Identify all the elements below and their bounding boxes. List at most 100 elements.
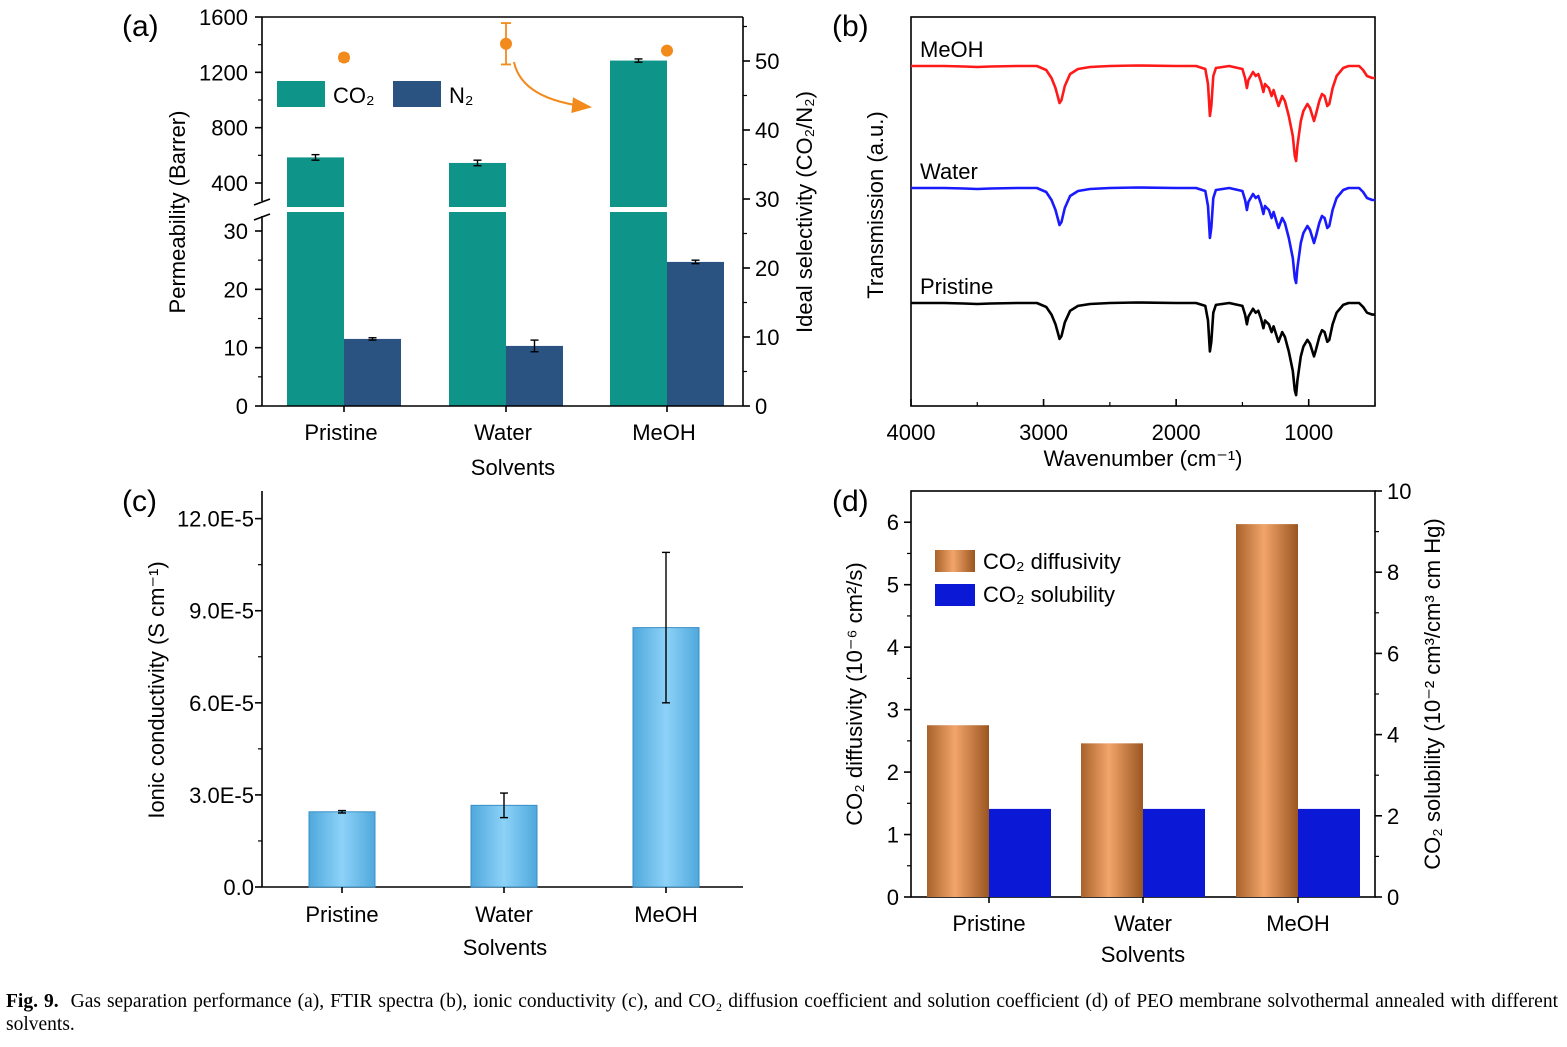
y-tick-label: 1200	[199, 60, 248, 85]
panel-label: (b)	[832, 10, 869, 43]
y-axis-title: Permeability (Barrer)	[165, 111, 190, 314]
error-bar-meoh	[662, 551, 670, 704]
bar-co2-meoh	[610, 60, 667, 406]
axis-break-mark	[253, 198, 271, 206]
bar-solubility-water	[1143, 808, 1205, 897]
y2-tick-label: 10	[1387, 479, 1411, 504]
legend-swatch-diffusivity	[935, 550, 975, 572]
y-tick-label: 30	[224, 219, 248, 244]
error-bar-water	[500, 792, 508, 819]
x-axis-title: Solvents	[463, 935, 547, 960]
selectivity-point-water	[500, 37, 512, 50]
x-tick-label: MeOH	[632, 420, 696, 445]
y-tick-label: 5	[887, 573, 899, 598]
y-tick-label: 1600	[199, 5, 248, 30]
legend-swatch-n2	[393, 81, 441, 107]
y-tick-label: 3	[887, 698, 899, 723]
y-tick-label: 1	[887, 823, 899, 848]
x-axis-title: Wavenumber (cm⁻¹)	[1043, 446, 1242, 471]
bar-co2-pristine	[287, 157, 344, 406]
y-tick-label: 12.0E-5	[177, 507, 254, 532]
y-axis-title: CO₂ diffusivity (10⁻⁶ cm²/s)	[842, 562, 867, 826]
spectrum-label-meoh: MeOH	[920, 37, 984, 62]
y-tick-label: 10	[224, 336, 248, 361]
y2-tick-label: 4	[1387, 723, 1399, 748]
spectrum-label-pristine: Pristine	[920, 274, 993, 299]
spectrum-label-water: Water	[920, 159, 978, 184]
error-bar-co2-water	[473, 159, 482, 167]
y2-tick-label: 0	[755, 394, 767, 419]
panel-label: (c)	[122, 485, 157, 518]
y-tick-label: 3.0E-5	[189, 783, 254, 808]
x-tick-label: Water	[474, 420, 532, 445]
error-bar-n2-meoh	[691, 259, 700, 265]
panel-d-diffusivity-solubility: 0 1 2 3 4 5 6 0 2 4 6 8 10 Pristine Water MeOH Solvents C…	[832, 479, 1445, 967]
y-tick-label: 4	[887, 635, 899, 660]
bar-conductivity-water	[470, 804, 538, 888]
x-tick-label: 2000	[1152, 420, 1201, 445]
bar-co2-water	[449, 162, 506, 406]
bar-n2-pristine	[344, 338, 401, 406]
y-tick-label: 0	[236, 394, 248, 419]
x-tick-label: Pristine	[304, 420, 377, 445]
y-tick-label: 9.0E-5	[189, 599, 254, 624]
legend-label-solubility: CO₂ solubility	[983, 582, 1115, 607]
y2-tick-label: 10	[755, 325, 779, 350]
y-tick-label: 6	[887, 510, 899, 535]
y-tick-label: 0.0	[223, 875, 254, 900]
y2-tick-label: 40	[755, 118, 779, 143]
y2-axis-title: CO₂ solubility (10⁻² cm³/cm³ cm Hg)	[1420, 518, 1445, 869]
y2-tick-label: 50	[755, 49, 779, 74]
panel-a-gas-separation: 0 10 20 30 400 800 1200 1600 0 10 20 30 40 50 Pristine…	[122, 5, 817, 480]
y-tick-label: 2	[887, 760, 899, 785]
legend-label-n2: N₂	[449, 83, 473, 108]
bar-n2-water	[506, 345, 563, 406]
x-axis-title: Solvents	[1101, 942, 1185, 967]
x-tick-label: Water	[475, 902, 533, 927]
spectrum-line-meoh	[911, 64, 1375, 163]
selectivity-point-pristine	[338, 51, 350, 64]
plot-frame	[910, 16, 1376, 407]
bar-n2-meoh	[667, 261, 724, 406]
y-tick-label: 20	[224, 277, 248, 302]
y2-tick-label: 2	[1387, 804, 1399, 829]
bar-solubility-pristine	[989, 808, 1051, 897]
bar-solubility-meoh	[1298, 808, 1360, 897]
legend-a: CO₂ N₂	[277, 81, 473, 108]
y2-tick-label: 8	[1387, 560, 1399, 585]
x-tick-label: Pristine	[305, 902, 378, 927]
y-tick-label: 6.0E-5	[189, 691, 254, 716]
figure-9: 0 10 20 30 400 8 0 0 1200 1600 0 10 20 30 40 50 Pristine…	[122, 5, 1445, 967]
error-bar-pristine	[338, 809, 346, 814]
legend-label-co2: CO₂	[333, 83, 375, 108]
error-bar-co2-meoh	[634, 58, 643, 63]
x-tick-label: Water	[1114, 911, 1172, 936]
x-tick-label: 3000	[1019, 420, 1068, 445]
y2-tick-label: 6	[1387, 641, 1399, 666]
x-tick-label: MeOH	[1266, 911, 1330, 936]
axis-break-gap	[256, 207, 749, 212]
x-tick-label: 1000	[1284, 420, 1333, 445]
y2-tick-label: 30	[755, 187, 779, 212]
x-axis-title: Solvents	[471, 455, 555, 480]
y2-tick-label: 0	[1387, 885, 1399, 910]
panel-b-ftir-spectra: 4000 3000 2000 1000 Wavenumber (cm⁻¹) Transmi…	[832, 10, 1376, 471]
y2-tick-label: 20	[755, 256, 779, 281]
legend-swatch-co2	[277, 81, 325, 107]
legend-d: CO₂ diffusivity CO₂ solubility	[935, 549, 1121, 607]
legend-label-diffusivity: CO₂ diffusivity	[983, 549, 1121, 574]
y-tick-label: 400	[211, 171, 248, 196]
bar-diffusivity-pristine	[927, 725, 989, 897]
figure-caption: Fig. 9. Gas separation performance (a), …	[6, 990, 1558, 1036]
panel-c-ionic-conductivity: 0.0 3.0E-5 6.0E-5 9.0E-5 12.0E-5 Pristine Wate…	[122, 485, 743, 960]
y-axis-title: Ionic conductivity (S cm⁻¹)	[144, 561, 169, 818]
bar-conductivity-pristine	[308, 811, 376, 888]
panel-label: (a)	[122, 10, 159, 43]
bar-diffusivity-water	[1081, 743, 1143, 897]
bar-diffusivity-meoh	[1236, 524, 1298, 897]
caption-label: Fig. 9.	[6, 991, 59, 1012]
legend-swatch-solubility	[935, 584, 975, 606]
y-tick-label: 0	[887, 885, 899, 910]
y2-axis-title: Ideal selectivity (CO₂/N₂)	[792, 91, 817, 333]
axis-break-mark	[253, 213, 271, 221]
